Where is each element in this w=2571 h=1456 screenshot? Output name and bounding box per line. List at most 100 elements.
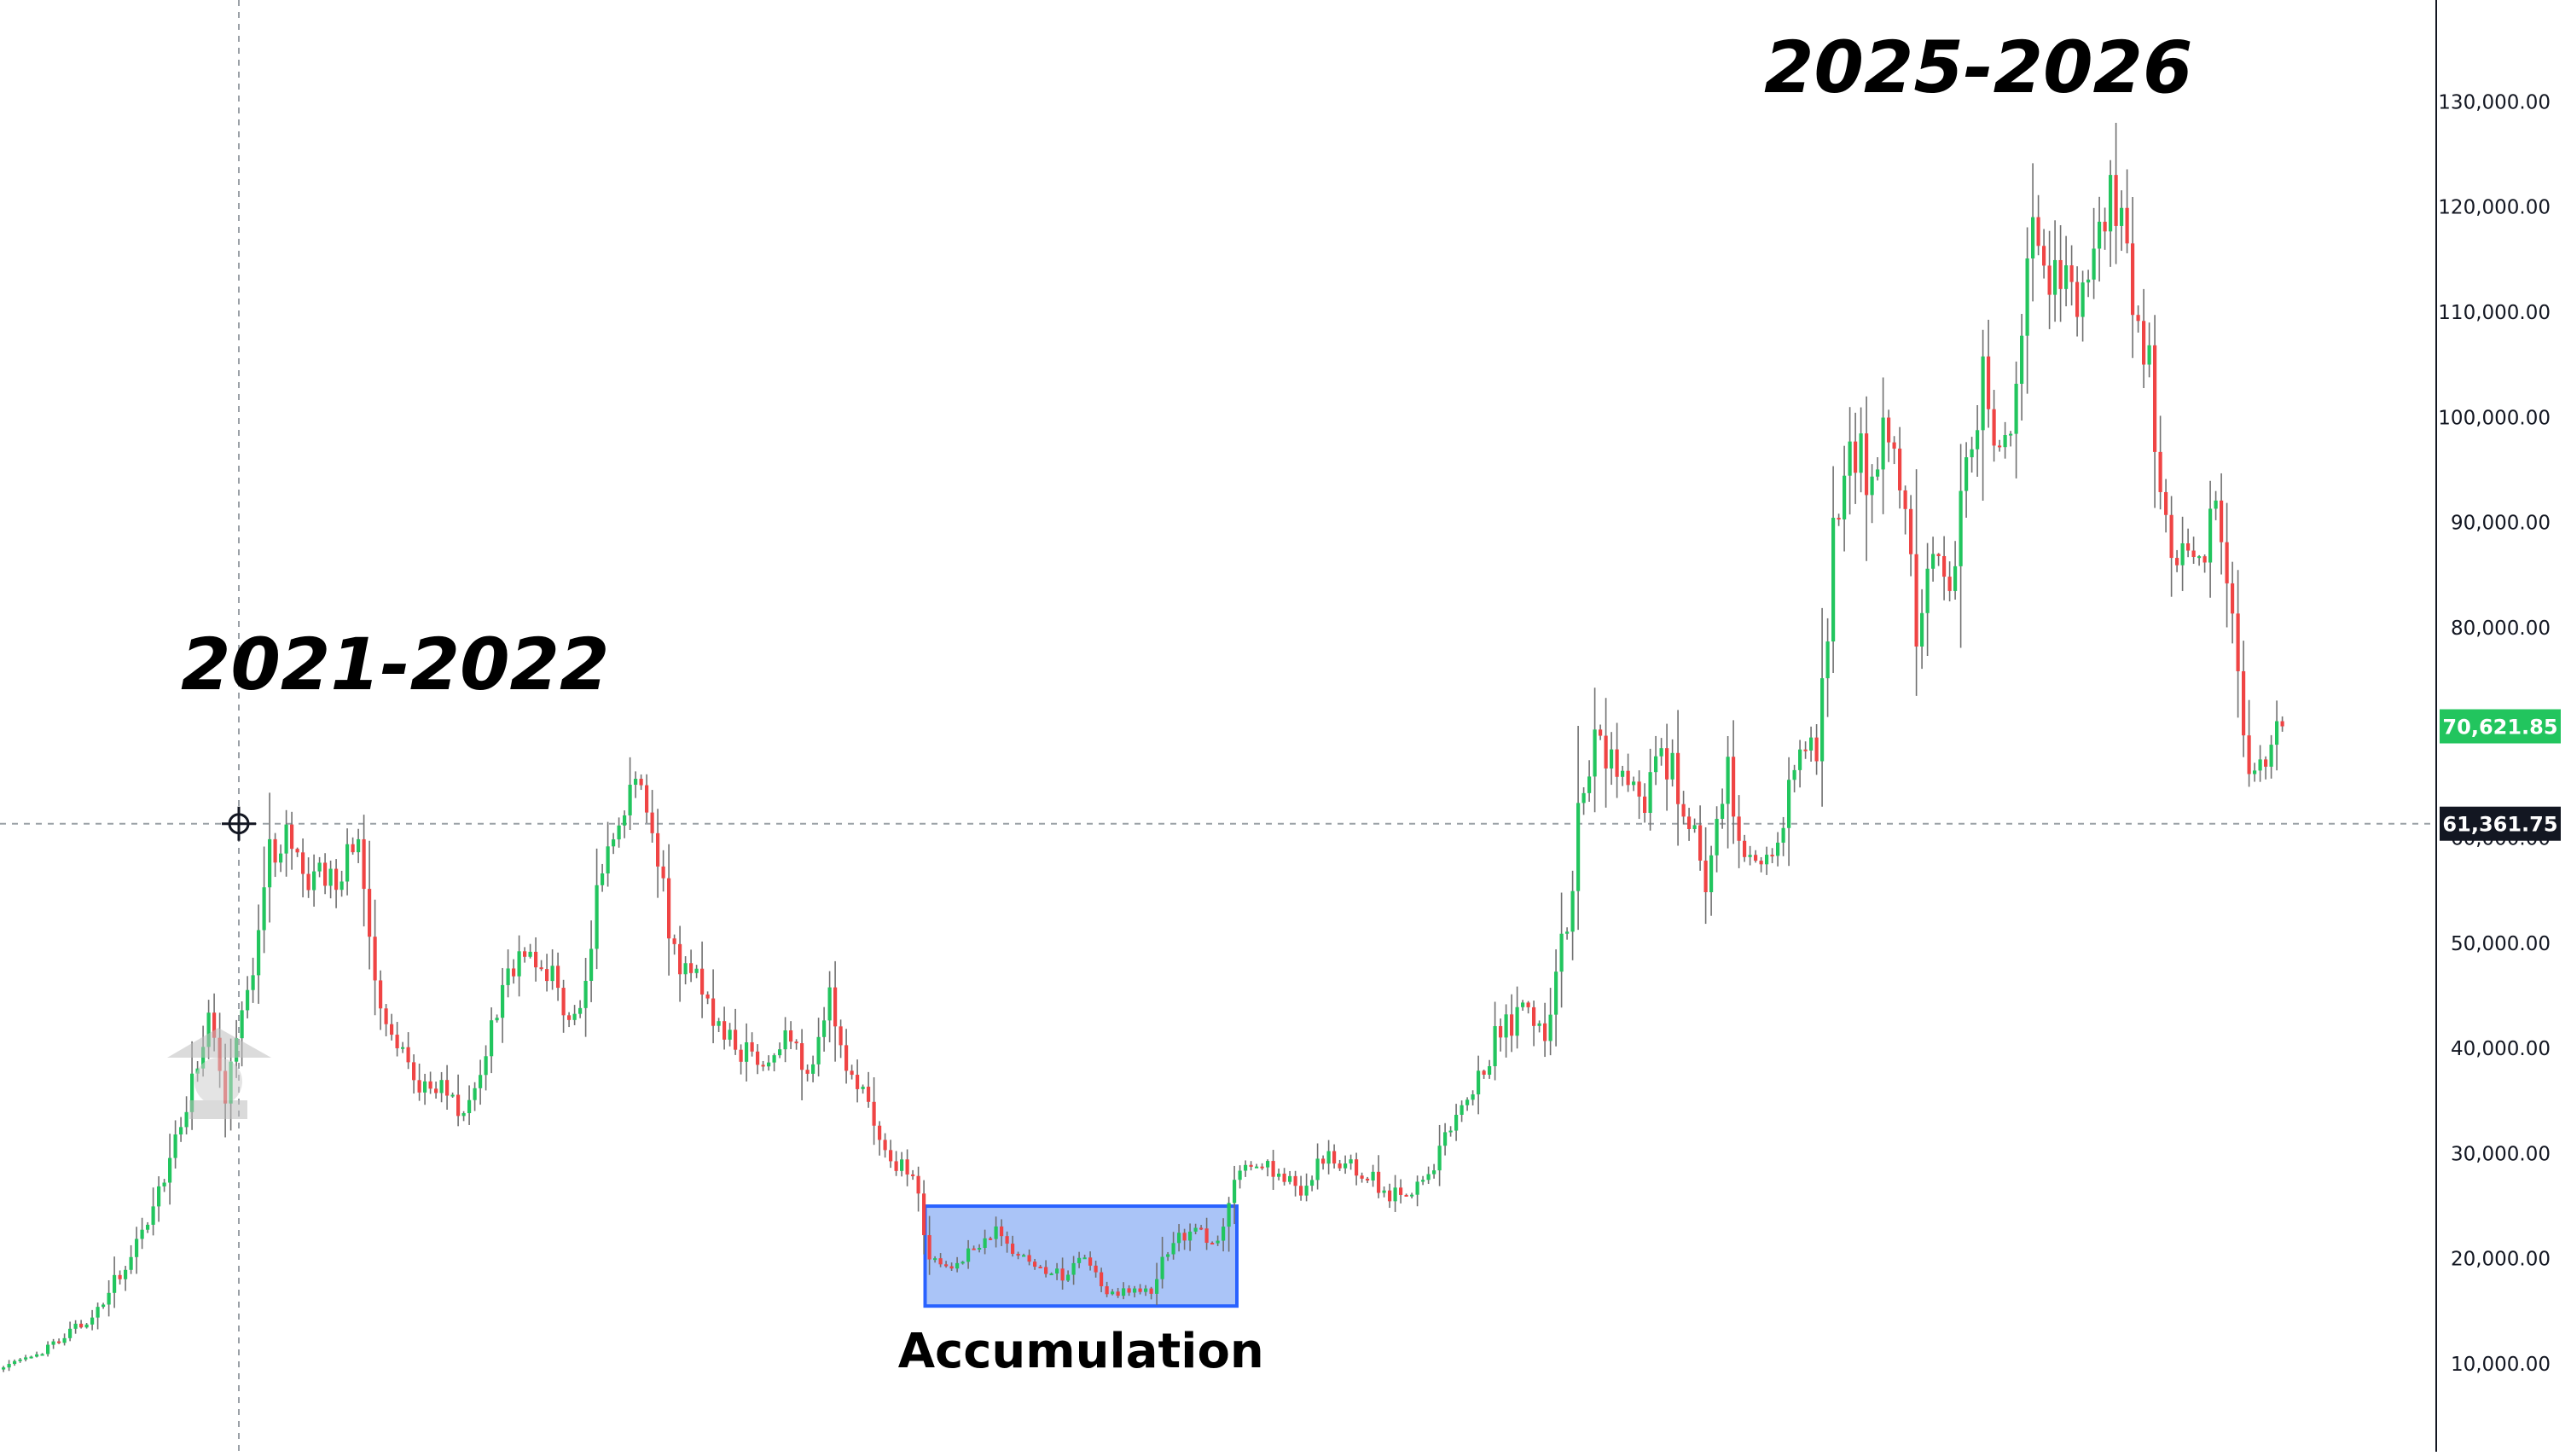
candle[interactable] (772, 1053, 776, 1072)
candle[interactable] (379, 970, 383, 1030)
candle[interactable] (694, 965, 699, 978)
candle[interactable] (1244, 1160, 1248, 1177)
candle[interactable] (1349, 1154, 1353, 1170)
candle[interactable] (534, 937, 538, 982)
candle[interactable] (1443, 1122, 1448, 1156)
candle[interactable] (2258, 745, 2262, 782)
candle[interactable] (1925, 542, 1930, 657)
candle[interactable] (1892, 436, 1896, 465)
candle[interactable] (778, 1042, 782, 1059)
candle[interactable] (578, 1000, 583, 1018)
candle[interactable] (2147, 322, 2151, 378)
candle[interactable] (1382, 1186, 1386, 1198)
candle[interactable] (1488, 1059, 1492, 1079)
candle[interactable] (357, 828, 361, 863)
candle[interactable] (1210, 1241, 1215, 1245)
candle[interactable] (1437, 1124, 1442, 1186)
candle[interactable] (639, 774, 643, 791)
candle[interactable] (512, 959, 516, 984)
candle[interactable] (1022, 1253, 1026, 1257)
candle[interactable] (246, 976, 250, 1018)
candle[interactable] (1576, 725, 1581, 931)
candle[interactable] (2220, 473, 2224, 575)
candle[interactable] (1238, 1165, 1242, 1189)
candle[interactable] (539, 960, 543, 972)
candle[interactable] (1909, 495, 1913, 577)
candle[interactable] (1632, 776, 1636, 792)
candle[interactable] (1071, 1256, 1076, 1285)
candle[interactable] (2269, 734, 2273, 779)
candle[interactable] (672, 934, 676, 955)
candle[interactable] (323, 853, 328, 895)
candle[interactable] (1260, 1163, 1264, 1170)
candle[interactable] (1415, 1175, 1419, 1207)
candle[interactable] (1748, 845, 1752, 866)
candle[interactable] (683, 956, 688, 985)
candle[interactable] (151, 1187, 155, 1236)
candle[interactable] (146, 1221, 150, 1233)
candle[interactable] (2280, 716, 2284, 732)
candle[interactable] (2225, 502, 2229, 628)
candle[interactable] (301, 838, 305, 898)
candle[interactable] (140, 1217, 144, 1250)
candle[interactable] (1732, 720, 1736, 844)
candle[interactable] (290, 811, 294, 870)
candle[interactable] (2014, 361, 2018, 479)
candle[interactable] (1155, 1262, 1159, 1305)
candle[interactable] (1770, 848, 1774, 864)
candle[interactable] (1177, 1224, 1181, 1252)
candle[interactable] (595, 848, 599, 970)
candle[interactable] (1465, 1097, 1470, 1111)
candle[interactable] (1587, 760, 1592, 803)
candle[interactable] (1082, 1254, 1087, 1260)
candle[interactable] (1610, 732, 1614, 786)
candle[interactable] (1404, 1193, 1408, 1197)
candle[interactable] (129, 1244, 133, 1274)
candle[interactable] (1676, 710, 1680, 846)
candle[interactable] (2036, 194, 2040, 256)
candle[interactable] (1421, 1175, 1425, 1186)
candle[interactable] (1493, 1001, 1497, 1081)
candle[interactable] (1255, 1163, 1259, 1169)
candle[interactable] (2, 1366, 6, 1372)
candle[interactable] (1299, 1175, 1303, 1201)
candle[interactable] (2191, 537, 2196, 565)
candle[interactable] (135, 1227, 139, 1274)
candle[interactable] (96, 1302, 100, 1330)
candle[interactable] (1692, 818, 1697, 833)
candle[interactable] (1570, 870, 1575, 960)
candle[interactable] (756, 1044, 760, 1075)
candle[interactable] (1293, 1170, 1297, 1197)
candle[interactable] (79, 1320, 84, 1329)
candle[interactable] (856, 1059, 860, 1103)
candle[interactable] (2231, 561, 2235, 644)
candle[interactable] (2236, 570, 2240, 718)
candle[interactable] (805, 1064, 810, 1082)
candle[interactable] (1027, 1249, 1031, 1266)
candle[interactable] (2086, 270, 2091, 298)
candle[interactable] (1166, 1251, 1170, 1262)
candle[interactable] (1881, 377, 1885, 514)
candle[interactable] (960, 1261, 965, 1265)
candle[interactable] (68, 1321, 73, 1342)
candle[interactable] (2031, 163, 2035, 302)
candle[interactable] (723, 1006, 727, 1050)
candle[interactable] (1426, 1166, 1431, 1184)
candle[interactable] (1787, 757, 1791, 867)
candle[interactable] (883, 1133, 887, 1158)
candle[interactable] (1743, 834, 1747, 862)
candle[interactable] (955, 1256, 960, 1273)
candle[interactable] (1865, 396, 1869, 561)
candle[interactable] (1116, 1287, 1120, 1298)
candle[interactable] (113, 1256, 117, 1308)
candle[interactable] (989, 1236, 993, 1241)
candle[interactable] (1876, 457, 1880, 481)
candle[interactable] (395, 1022, 399, 1057)
candle[interactable] (495, 1014, 499, 1023)
candle[interactable] (1171, 1232, 1175, 1260)
candle[interactable] (767, 1055, 771, 1071)
candle[interactable] (1831, 466, 1836, 673)
candle[interactable] (1393, 1175, 1397, 1212)
candle[interactable] (434, 1082, 438, 1099)
candle[interactable] (589, 920, 594, 1002)
